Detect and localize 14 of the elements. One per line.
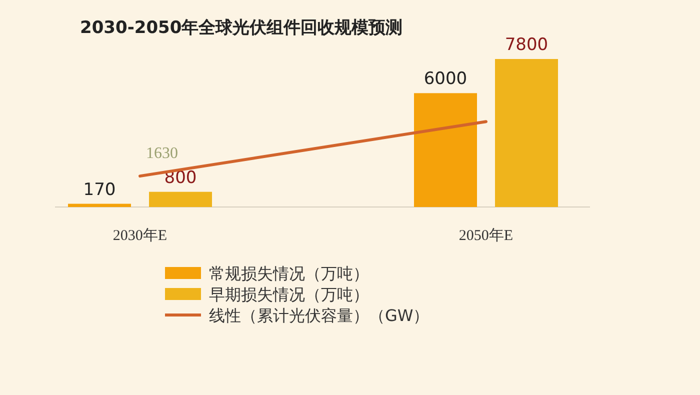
legend-label: 线性（累计光伏容量）（GW） — [209, 306, 430, 325]
legend-label: 常规损失情况（万吨） — [209, 264, 369, 283]
bar — [68, 204, 131, 207]
data-label: 170 — [83, 180, 116, 200]
data-label: 6000 — [424, 69, 468, 90]
legend-label: 早期损失情况（万吨） — [209, 285, 369, 304]
bar — [414, 93, 477, 207]
bar — [149, 192, 212, 207]
data-label: 1630 — [146, 145, 178, 162]
bar — [495, 59, 558, 207]
x-tick-label: 2030年E — [112, 227, 168, 244]
chart-title: 2030-2050年全球光伏组件回收规模预测 — [80, 18, 403, 38]
x-tick-label: 2050年E — [458, 227, 514, 244]
data-label: 7800 — [504, 35, 548, 55]
